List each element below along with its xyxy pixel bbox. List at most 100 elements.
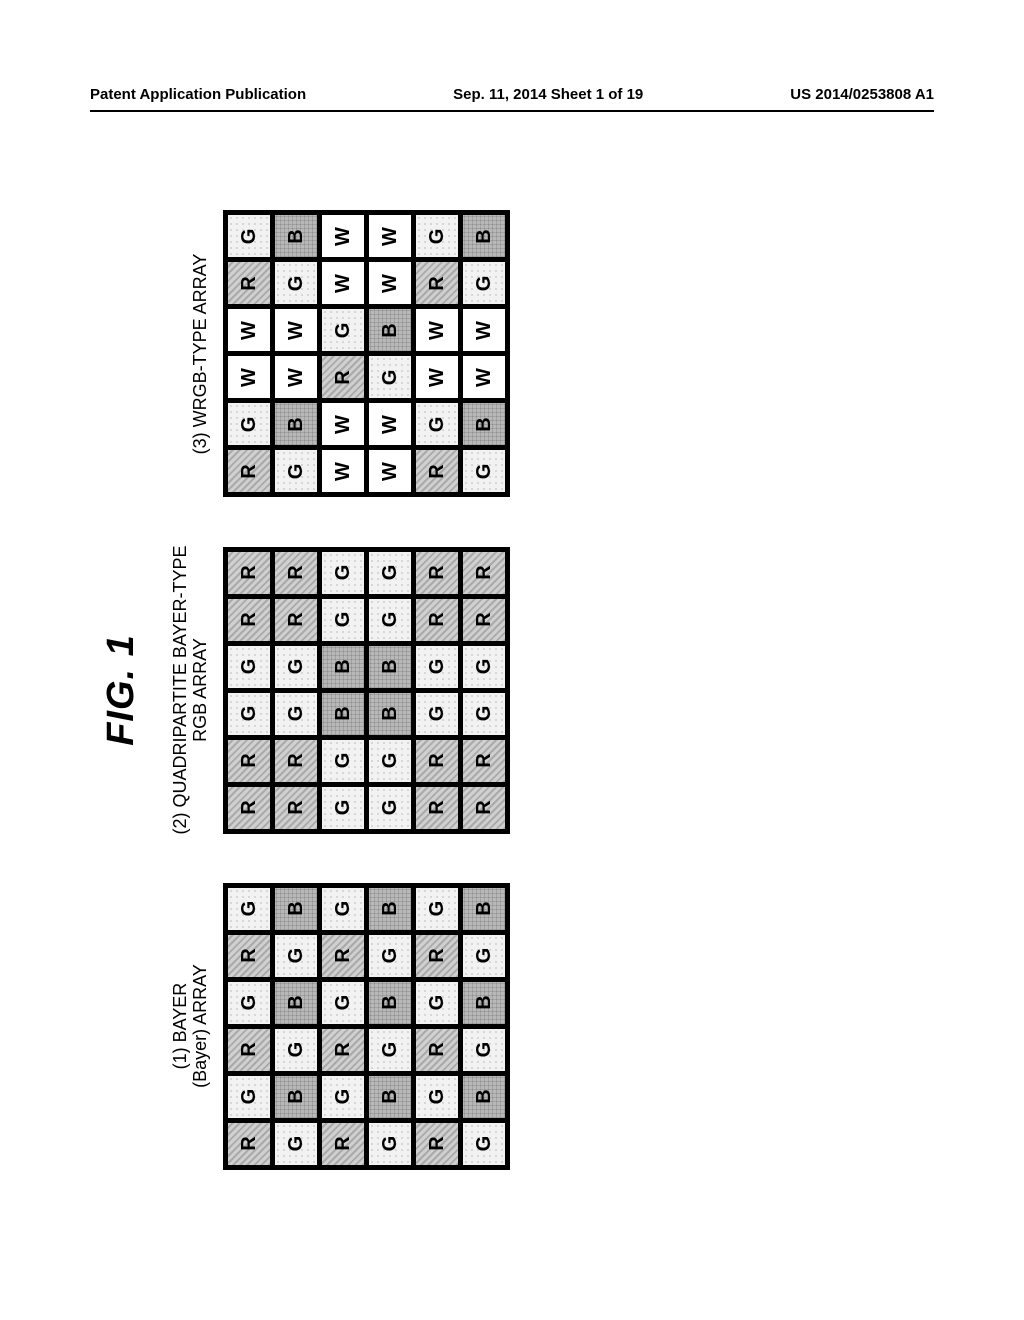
pixel-cell: B <box>462 1075 506 1119</box>
pixel-cell: W <box>368 214 412 258</box>
pixel-cell: R <box>462 786 506 830</box>
pixel-cell: B <box>462 214 506 258</box>
pixel-cell: W <box>227 355 271 399</box>
pixel-cell: G <box>415 645 459 689</box>
pixel-cell: G <box>368 598 412 642</box>
pixel-cell: B <box>274 1075 318 1119</box>
pixel-cell: G <box>321 887 365 931</box>
figure-stage: FIG. 1 (1) BAYER (Bayer) ARRAY RGRGRGGBG… <box>100 170 930 1210</box>
pixel-cell: R <box>274 739 318 783</box>
pixel-cell: R <box>321 1122 365 1166</box>
pixel-cell: G <box>321 786 365 830</box>
pixel-cell: G <box>368 1028 412 1072</box>
pixel-cell: R <box>227 739 271 783</box>
pixel-cell: B <box>274 402 318 446</box>
pixel-cell: W <box>274 355 318 399</box>
pixel-cell: W <box>415 355 459 399</box>
pixel-cell: G <box>321 598 365 642</box>
pixel-cell: G <box>415 981 459 1025</box>
header-right: US 2014/0253808 A1 <box>790 86 934 103</box>
pixel-cell: R <box>227 449 271 493</box>
pixel-cell: R <box>415 1028 459 1072</box>
pixel-cell: R <box>415 261 459 305</box>
pixel-cell: G <box>415 887 459 931</box>
pixel-cell: R <box>321 1028 365 1072</box>
pixel-cell: R <box>415 786 459 830</box>
pixel-cell: G <box>321 551 365 595</box>
pixel-cell: R <box>462 598 506 642</box>
pixel-cell: W <box>368 402 412 446</box>
pixel-cell: B <box>368 887 412 931</box>
pixel-cell: B <box>368 645 412 689</box>
pixel-cell: W <box>227 308 271 352</box>
pixel-cell: B <box>274 981 318 1025</box>
pixel-cell: R <box>227 1122 271 1166</box>
pixel-cell: W <box>368 261 412 305</box>
pixel-cell: G <box>227 214 271 258</box>
panel-wrgb: (3) WRGB-TYPE ARRAY RGWWRGGBWWGBWWRGWWWW… <box>167 210 510 497</box>
pixel-cell: G <box>462 645 506 689</box>
pixel-cell: R <box>274 598 318 642</box>
pixel-cell: G <box>274 449 318 493</box>
pixel-cell: B <box>368 1075 412 1119</box>
pixel-cell: R <box>227 551 271 595</box>
pixel-cell: G <box>462 261 506 305</box>
pixel-cell: G <box>462 1122 506 1166</box>
pixel-cell: R <box>462 739 506 783</box>
pixel-cell: G <box>462 1028 506 1072</box>
panel-bayer: (1) BAYER (Bayer) ARRAY RGRGRGGBGBGBRGRG… <box>167 883 510 1170</box>
pixel-cell: R <box>227 934 271 978</box>
pixel-cell: R <box>274 786 318 830</box>
pixel-cell: G <box>368 739 412 783</box>
pixel-cell: W <box>462 308 506 352</box>
pixel-cell: R <box>321 934 365 978</box>
page-header: Patent Application Publication Sep. 11, … <box>90 86 934 103</box>
grid-wrgb: RGWWRGGBWWGBWWRGWWWWGBWWRGWWRGGBWWGB <box>223 210 510 497</box>
pixel-cell: R <box>227 598 271 642</box>
pixel-cell: G <box>462 449 506 493</box>
pixel-cell: W <box>274 308 318 352</box>
pixel-cell: G <box>368 1122 412 1166</box>
pixel-cell: G <box>274 261 318 305</box>
pixel-cell: B <box>274 887 318 931</box>
pixel-cell: B <box>368 692 412 736</box>
pixel-cell: B <box>321 645 365 689</box>
pixel-cell: G <box>321 308 365 352</box>
pixel-cell: G <box>227 692 271 736</box>
pixel-cell: G <box>227 887 271 931</box>
pixel-cell: G <box>274 1028 318 1072</box>
pixel-cell: G <box>227 1075 271 1119</box>
pixel-cell: W <box>321 449 365 493</box>
pixel-cell: R <box>415 551 459 595</box>
figure-rotated-wrapper: FIG. 1 (1) BAYER (Bayer) ARRAY RGRGRGGBG… <box>100 170 930 1210</box>
pixel-cell: R <box>415 1122 459 1166</box>
figure-title: FIG. 1 <box>100 634 143 746</box>
pixel-cell: R <box>227 786 271 830</box>
pixel-cell: G <box>415 692 459 736</box>
pixel-cell: G <box>368 551 412 595</box>
pixel-cell: G <box>321 739 365 783</box>
pixel-cell: R <box>415 449 459 493</box>
pixel-cell: R <box>415 934 459 978</box>
grid-quad: RRGGRRRRGGRRGGBBGGGGBBGGRRGGRRRRGGRR <box>223 547 510 834</box>
pixel-cell: G <box>321 981 365 1025</box>
pixel-cell: R <box>274 551 318 595</box>
pixel-cell: B <box>321 692 365 736</box>
pixel-cell: R <box>227 261 271 305</box>
pixel-cell: G <box>274 645 318 689</box>
panel-row: (1) BAYER (Bayer) ARRAY RGRGRGGBGBGBRGRG… <box>167 210 510 1169</box>
pixel-cell: G <box>227 645 271 689</box>
pixel-cell: G <box>415 1075 459 1119</box>
grid-bayer: RGRGRGGBGBGBRGRGRGGBGBGBRGRGRGGBGBGB <box>223 883 510 1170</box>
pixel-cell: W <box>321 214 365 258</box>
pixel-cell: R <box>462 551 506 595</box>
pixel-cell: G <box>368 786 412 830</box>
header-rule <box>90 110 934 112</box>
panel-quad: (2) QUADRIPARTITE BAYER-TYPE RGB ARRAY R… <box>167 545 510 834</box>
pixel-cell: W <box>321 402 365 446</box>
pixel-cell: R <box>415 598 459 642</box>
pixel-cell: G <box>274 934 318 978</box>
pixel-cell: G <box>368 355 412 399</box>
panel-label-quad: (2) QUADRIPARTITE BAYER-TYPE RGB ARRAY <box>167 545 211 834</box>
pixel-cell: R <box>321 355 365 399</box>
